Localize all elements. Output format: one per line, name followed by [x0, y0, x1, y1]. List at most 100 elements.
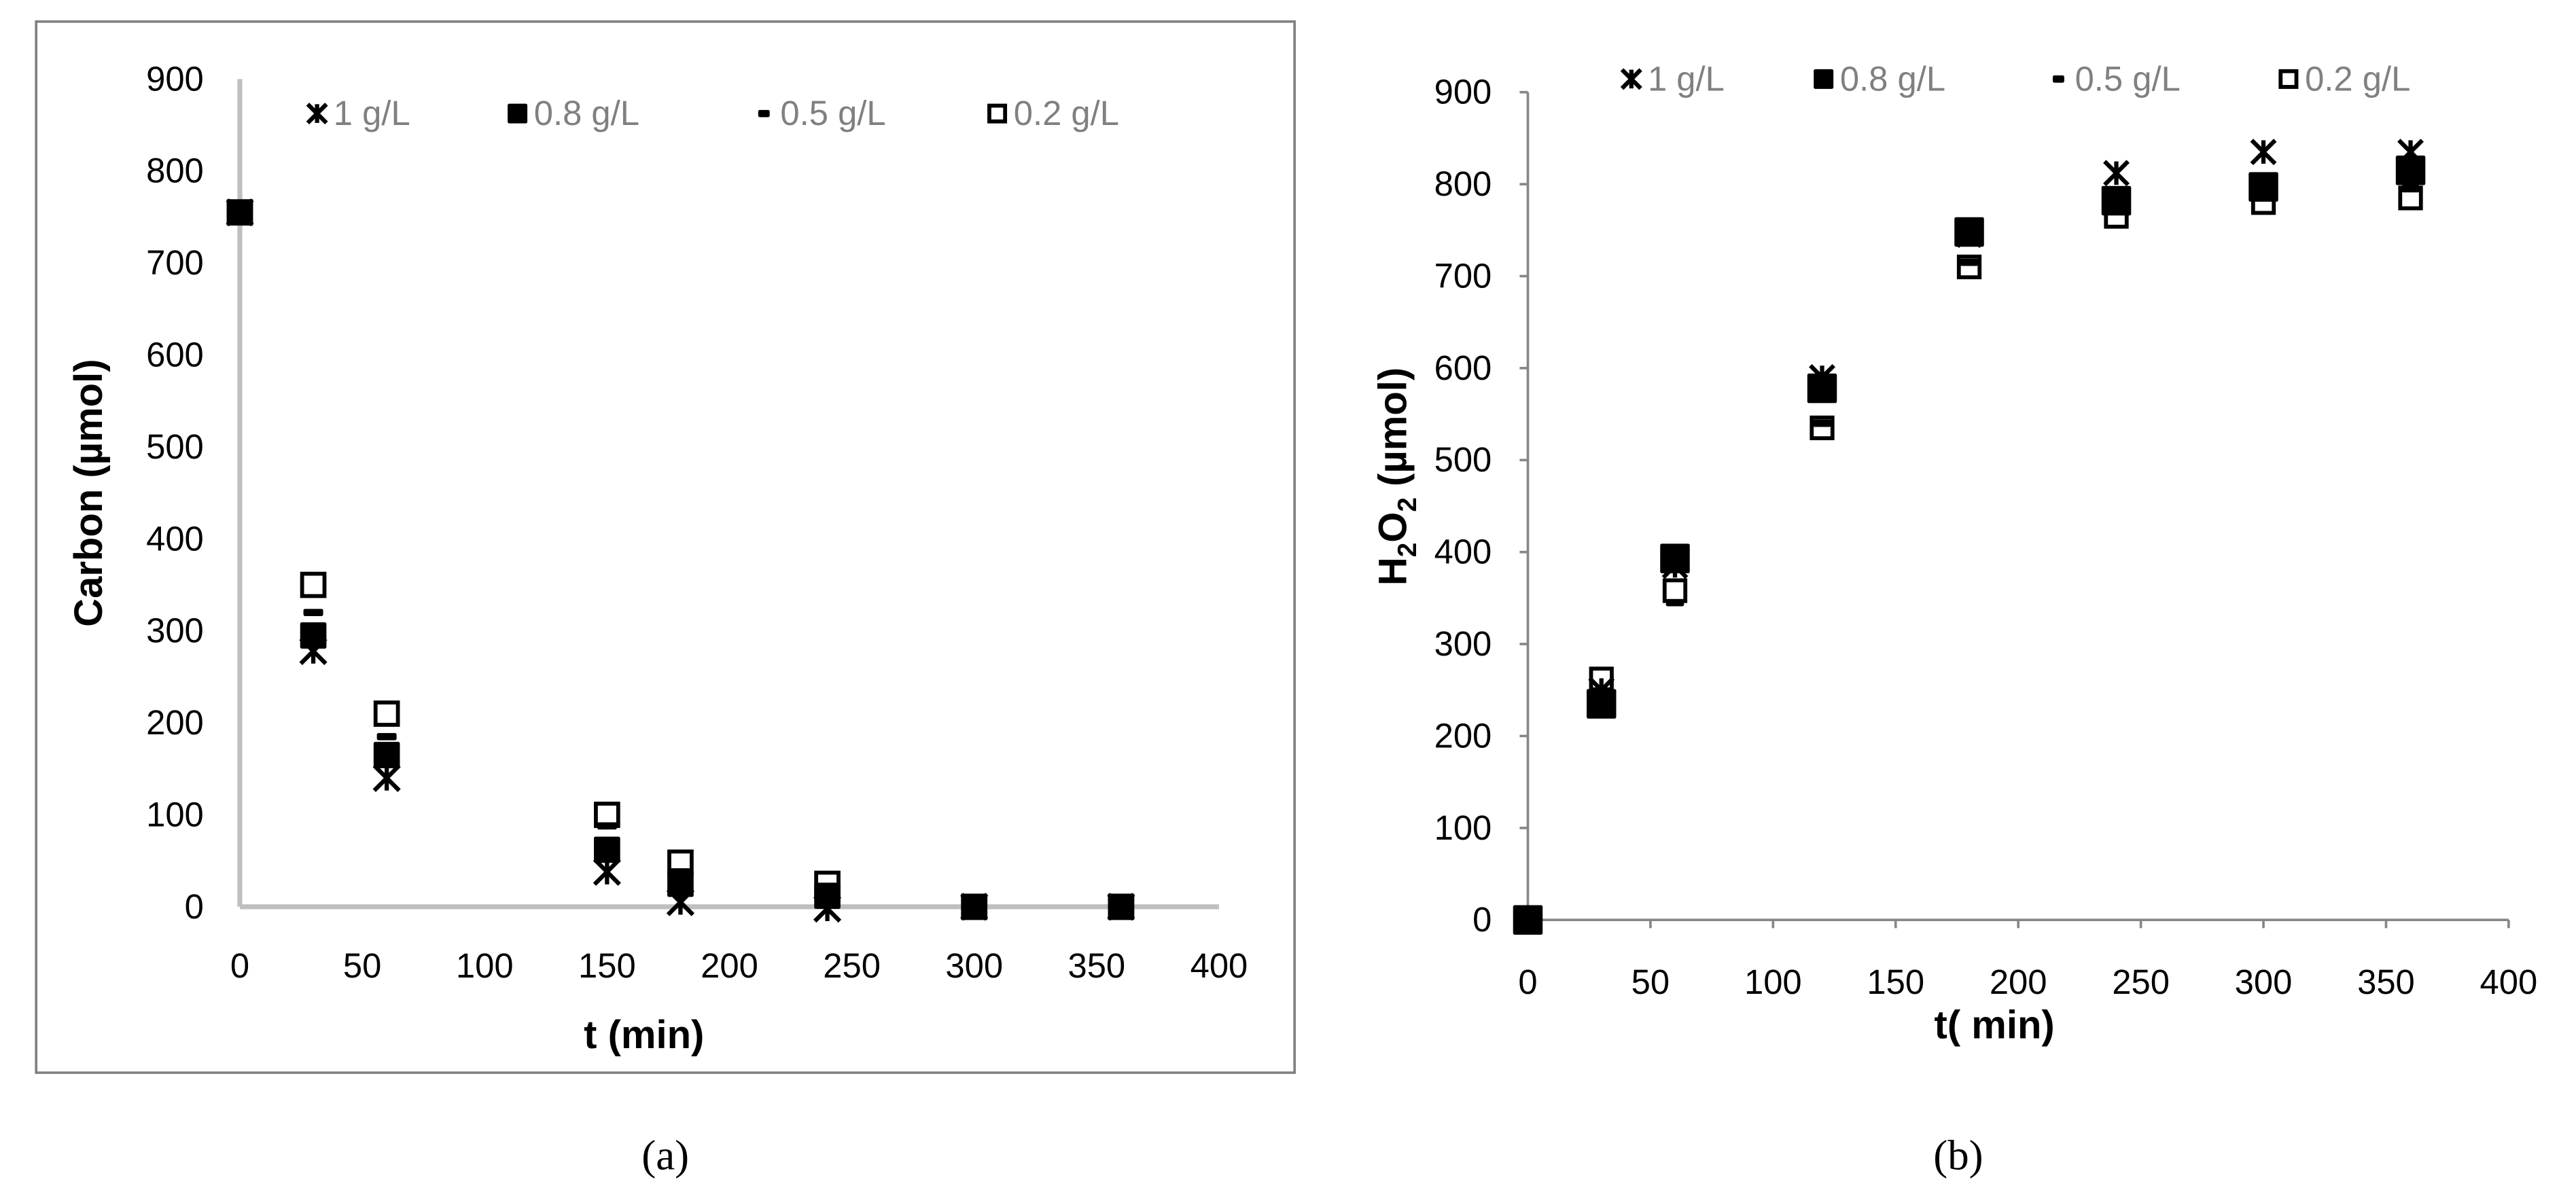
legend-item: 1 g/L — [306, 94, 410, 132]
filled-square-marker — [226, 199, 253, 226]
ylabel-sub1: 2 — [1393, 543, 1422, 558]
y-tick-label: 0 — [1472, 900, 1492, 939]
open-square-marker — [300, 571, 327, 598]
series-0-8-g-l — [226, 199, 1135, 920]
x-tick-label: 200 — [1990, 963, 2047, 1001]
legend-item: 0.2 g/L — [987, 94, 1119, 132]
legend-open-square-icon — [2278, 69, 2299, 89]
x-tick-label: 150 — [578, 946, 636, 985]
filled-square-marker — [2395, 156, 2426, 185]
legend-item: 0.5 g/L — [2052, 59, 2181, 98]
y-tick-label: 800 — [1434, 164, 1492, 203]
panel-a-data-points — [226, 198, 1135, 923]
legend-filled-square-icon — [1814, 69, 1834, 89]
dash-marker — [1960, 258, 1979, 266]
panel-a-x-tick-labels: 0 50 100 150 200 250 300 350 400 — [230, 946, 1248, 985]
panel-a-x-axis-title: t (min) — [584, 1013, 704, 1057]
legend-filled-square-icon — [508, 103, 528, 124]
y-tick-label: 500 — [1434, 440, 1492, 479]
legend-item: 0.8 g/L — [1814, 59, 1945, 98]
x-tick-label: 0 — [230, 946, 249, 985]
open-square-marker — [1662, 578, 1688, 603]
ylabel-unit: (µmol) — [1371, 368, 1415, 497]
legend-asterisk-icon — [1620, 68, 1642, 90]
x-tick-label: 50 — [1631, 963, 1670, 1001]
x-tick-label: 350 — [1068, 946, 1125, 985]
x-tick-label: 300 — [945, 946, 1003, 985]
x-tick-label: 300 — [2235, 963, 2293, 1001]
legend-asterisk-icon — [306, 103, 328, 125]
x-tick-label: 50 — [343, 946, 381, 985]
panel-b-y-tick-labels: 0 100 200 300 400 500 600 700 800 900 — [1434, 73, 1528, 939]
y-tick-label: 100 — [146, 795, 204, 833]
legend-open-square-icon — [987, 103, 1008, 124]
y-tick-label: 200 — [1434, 716, 1492, 755]
legend-label: 0.2 g/L — [1014, 94, 1119, 132]
filled-square-marker — [1954, 217, 1984, 247]
panel-b-data-points — [1513, 139, 2426, 935]
dash-marker — [597, 822, 617, 830]
y-tick-label: 200 — [146, 703, 204, 742]
panel-a-chart: 0 100 200 300 400 500 600 700 800 900 0 50 100 150 20… — [35, 20, 1296, 1179]
filled-square-marker — [594, 836, 620, 863]
legend-label: 0.8 g/L — [1840, 59, 1945, 98]
x-tick-label: 100 — [456, 946, 514, 985]
asterisk-marker — [372, 764, 401, 792]
asterisk-marker — [2103, 160, 2130, 187]
dash-marker — [376, 733, 397, 740]
filled-square-marker — [961, 893, 988, 920]
ylabel-sub2: 2 — [1393, 497, 1422, 512]
x-tick-label: 200 — [701, 946, 758, 985]
y-tick-label: 900 — [146, 59, 204, 98]
series-0-8-g-l — [1513, 156, 2426, 935]
y-tick-label: 500 — [146, 427, 204, 466]
y-tick-label: 700 — [1434, 256, 1492, 295]
legend-item: 0.5 g/L — [758, 94, 886, 132]
dash-marker — [1665, 598, 1684, 607]
dash-marker — [303, 609, 323, 616]
ylabel-o: O — [1371, 512, 1415, 543]
panel-b-x-tick-labels: 0 50 100 150 200 250 300 350 400 — [1518, 920, 2537, 1001]
filled-square-marker — [814, 882, 841, 910]
y-tick-label: 700 — [146, 243, 204, 282]
x-tick-label: 400 — [1190, 946, 1248, 985]
filled-square-marker — [1807, 373, 1837, 404]
legend-item: 1 g/L — [1620, 59, 1725, 98]
dash-marker — [2401, 185, 2420, 193]
filled-square-marker — [1108, 893, 1135, 920]
y-tick-label: 100 — [1434, 808, 1492, 847]
x-tick-label: 250 — [2112, 963, 2170, 1001]
legend-item: 0.2 g/L — [2278, 59, 2410, 98]
panel-b-caption: (b) — [1933, 1132, 1983, 1179]
series-0-5-g-l — [1519, 185, 2420, 924]
y-tick-label: 900 — [1434, 73, 1492, 111]
x-tick-label: 0 — [1518, 963, 1537, 1001]
y-tick-label: 400 — [1434, 533, 1492, 571]
panel-a-y-tick-labels: 0 100 200 300 400 500 600 700 800 900 — [146, 59, 204, 926]
filled-square-marker — [300, 622, 327, 649]
y-tick-label: 0 — [185, 887, 204, 926]
x-tick-label: 100 — [1744, 963, 1802, 1001]
legend-label: 0.8 g/L — [534, 94, 639, 132]
filled-square-marker — [2248, 172, 2278, 202]
open-square-marker — [1810, 415, 1835, 441]
open-square-marker — [373, 700, 400, 727]
panel-b-x-axis-title: t( min) — [1935, 1003, 2055, 1047]
filled-square-marker — [1513, 905, 1543, 935]
y-tick-label: 800 — [146, 151, 204, 190]
x-tick-label: 250 — [823, 946, 881, 985]
y-tick-label: 600 — [146, 335, 204, 374]
y-tick-label: 600 — [1434, 348, 1492, 387]
x-tick-label: 150 — [1867, 963, 1924, 1001]
legend-dash-icon — [758, 109, 770, 118]
filled-square-marker — [667, 870, 694, 897]
y-tick-label: 300 — [146, 611, 204, 650]
legend-item: 0.8 g/L — [508, 94, 639, 132]
filled-square-marker — [1586, 689, 1617, 719]
ylabel-h: H — [1371, 557, 1415, 586]
dash-marker — [1813, 419, 1831, 427]
filled-square-marker — [1660, 543, 1690, 573]
